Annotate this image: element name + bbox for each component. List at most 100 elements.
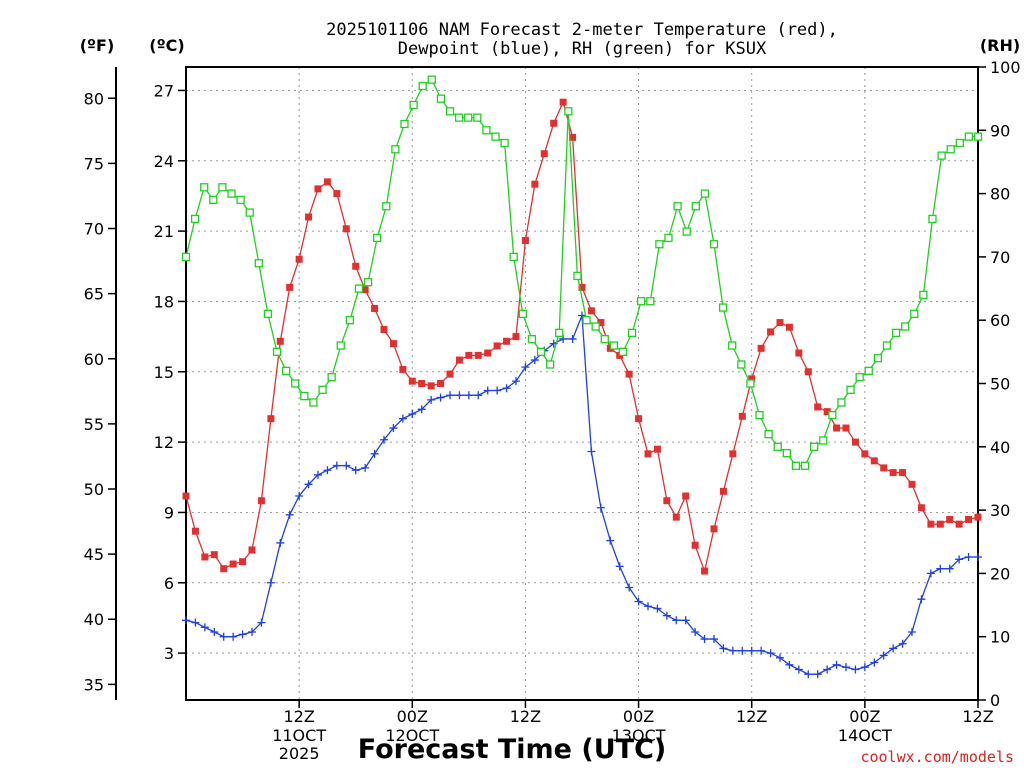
rh-point xyxy=(373,233,382,243)
temperature-point xyxy=(644,450,652,458)
temperature-point xyxy=(493,342,501,350)
rh-point xyxy=(782,448,791,458)
temperature-point xyxy=(352,262,360,270)
rh-point xyxy=(882,341,892,350)
temperature-point xyxy=(248,546,256,554)
series-line-temperature xyxy=(185,100,979,574)
dewpoint-point xyxy=(493,386,502,395)
dewpoint-point xyxy=(304,480,313,489)
dewpoint-point xyxy=(361,463,370,472)
temperature-point xyxy=(927,520,935,528)
dewpoint-point xyxy=(766,649,775,658)
dewpoint-point xyxy=(964,552,973,561)
rh-point xyxy=(682,227,691,236)
time-tick-date-label: 11OCT xyxy=(272,726,326,745)
fahrenheit-unit-label: (ºF) xyxy=(80,36,115,55)
plot-area-frame xyxy=(185,66,979,701)
dewpoint-point xyxy=(427,395,436,404)
time-tick-date-label: 13OCT xyxy=(612,726,666,745)
series-layer xyxy=(181,75,983,679)
rh-point xyxy=(309,398,318,407)
temperature-point xyxy=(955,520,963,528)
dewpoint-point xyxy=(813,670,822,679)
temperature-point xyxy=(814,403,822,411)
celsius-axis: 3 6 9 12 15 18 21 24 27 xyxy=(154,81,186,663)
dewpoint-point xyxy=(446,391,454,400)
temperature-point xyxy=(342,225,350,233)
temperature-point xyxy=(625,370,633,378)
rh-tick-label: 80 xyxy=(990,185,1010,204)
temperature-point xyxy=(757,344,765,352)
dewpoint-point xyxy=(917,595,926,604)
dewpoint-point xyxy=(210,628,219,637)
rh-point xyxy=(300,392,309,401)
dewpoint-point xyxy=(342,461,351,470)
rh-point xyxy=(855,373,864,382)
temperature-point xyxy=(936,520,944,528)
fahrenheit-tick-label: 35 xyxy=(84,675,104,694)
rh-point xyxy=(190,214,200,224)
time-tick-label: 00Z xyxy=(623,707,654,726)
rh-point xyxy=(709,240,719,249)
rh-point xyxy=(791,461,801,470)
dewpoint-point xyxy=(464,391,473,400)
temperature-point xyxy=(220,565,228,573)
temperature-point xyxy=(870,457,878,465)
rh-point xyxy=(618,347,628,357)
x-axis-title: Forecast Time (UTC) xyxy=(358,734,666,765)
rh-point xyxy=(454,113,464,122)
rh-tick-label: 30 xyxy=(990,501,1010,520)
rh-point xyxy=(436,94,446,103)
dewpoint-point xyxy=(955,555,964,564)
dewpoint-point xyxy=(644,602,652,611)
celsius-tick-label: 6 xyxy=(164,574,174,593)
fahrenheit-tick-label: 55 xyxy=(84,415,104,434)
temperature-point xyxy=(191,527,199,535)
temperature-point xyxy=(569,133,577,141)
rh-point xyxy=(973,132,983,141)
dewpoint-point xyxy=(568,334,577,343)
rh-point xyxy=(500,138,509,148)
dewpoint-point xyxy=(936,564,945,573)
time-tick-date-label: 14OCT xyxy=(838,726,892,745)
temperature-point xyxy=(512,333,520,341)
dewpoint-point xyxy=(879,651,888,660)
fahrenheit-tick-label: 40 xyxy=(84,610,104,629)
series-dewpoint xyxy=(182,311,982,679)
temperature-point xyxy=(540,150,548,158)
celsius-tick-label: 24 xyxy=(154,152,174,171)
rh-point xyxy=(573,271,582,281)
celsius-unit-label: (ºC) xyxy=(149,36,184,55)
celsius-tick-label: 27 xyxy=(154,81,174,100)
celsius-tick-label: 3 xyxy=(164,644,174,663)
rh-point xyxy=(464,113,473,122)
rh-tick-label: 40 xyxy=(990,438,1010,457)
rh-point xyxy=(891,328,901,338)
series-line-rh xyxy=(185,78,978,467)
time-tick-label: 00Z xyxy=(849,707,880,726)
rh-point xyxy=(937,151,946,160)
temperature-point xyxy=(767,328,775,336)
temperature-point xyxy=(719,487,727,495)
temperature-point xyxy=(427,382,435,390)
dewpoint-point xyxy=(587,447,596,456)
rh-point xyxy=(391,145,400,154)
fahrenheit-tick-label: 65 xyxy=(84,285,104,304)
dewpoint-point xyxy=(182,616,190,625)
dewpoint-point xyxy=(776,653,784,662)
dewpoint-point xyxy=(502,384,511,393)
celsius-tick-label: 21 xyxy=(154,222,174,241)
fahrenheit-tick-label: 70 xyxy=(84,220,104,239)
fahrenheit-tick-label: 50 xyxy=(84,480,104,499)
dewpoint-point xyxy=(483,386,492,395)
temperature-point xyxy=(521,236,529,244)
temperature-point xyxy=(682,492,690,500)
dewpoint-point xyxy=(474,391,483,400)
dewpoint-point xyxy=(398,414,407,423)
dewpoint-point xyxy=(691,628,700,637)
temperature-point xyxy=(833,424,841,432)
temperature-point xyxy=(908,480,916,488)
dewpoint-point xyxy=(408,409,417,418)
rh-point xyxy=(673,202,682,211)
